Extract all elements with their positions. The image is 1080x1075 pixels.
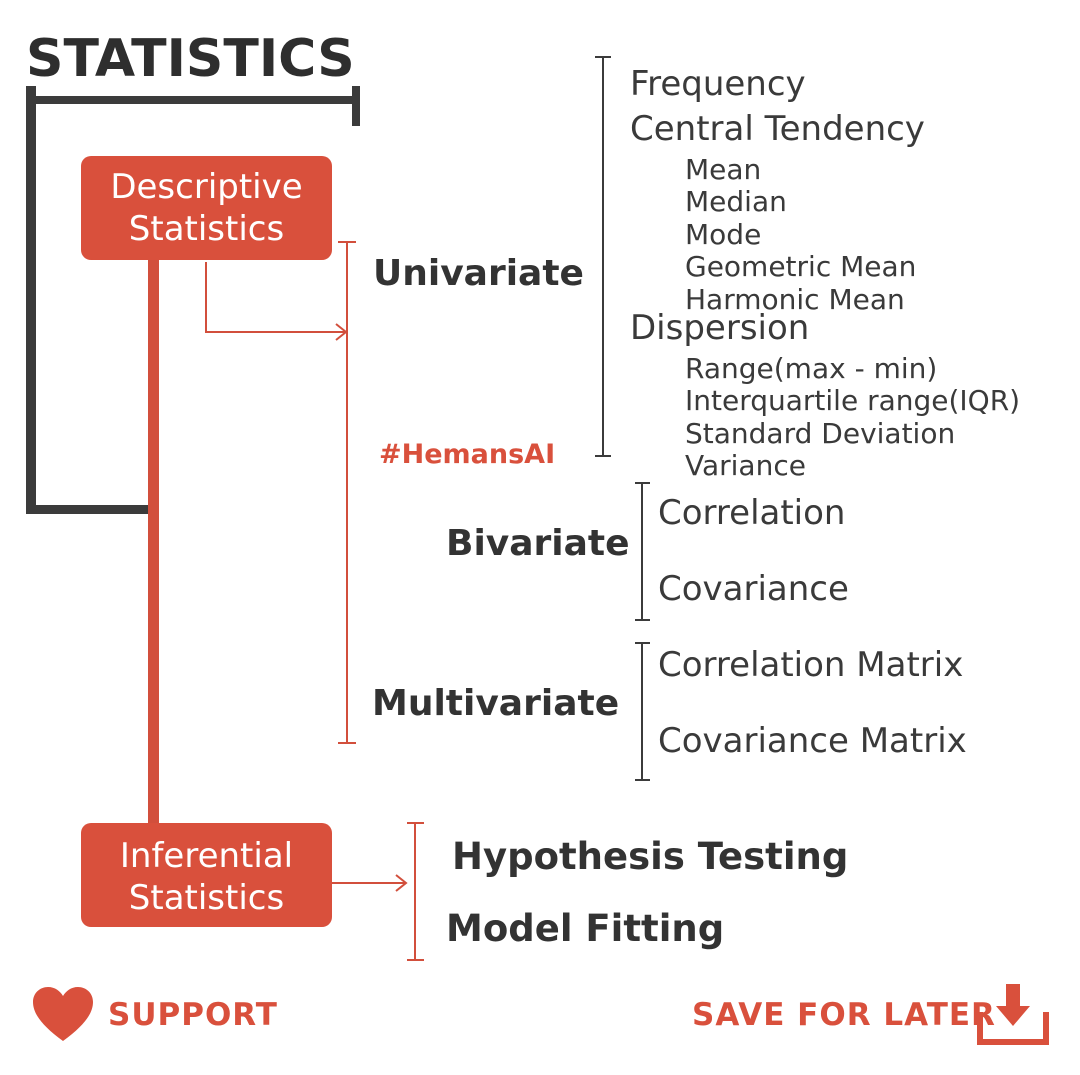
central-tendency-item: Central Tendency bbox=[630, 109, 925, 149]
univariate-label: Univariate bbox=[373, 253, 584, 294]
title-bracket-right-tick bbox=[352, 86, 360, 126]
descriptive-statistics-box: Descriptive Statistics bbox=[81, 156, 332, 260]
bivariate-item-covariance: Covariance bbox=[658, 569, 849, 609]
descriptive-line1: Descriptive bbox=[110, 167, 303, 207]
inferential-statistics-box: Inferential Statistics bbox=[81, 823, 332, 927]
inferential-bracket bbox=[407, 822, 424, 961]
bivariate-item-correlation: Correlation bbox=[658, 493, 846, 533]
frequency-item: Frequency bbox=[630, 64, 806, 104]
dispersion-item-variance: Variance bbox=[685, 449, 806, 482]
inferential-item-model-fitting: Model Fitting bbox=[446, 907, 725, 950]
central-item-mode: Mode bbox=[685, 218, 762, 251]
heart-icon[interactable] bbox=[31, 985, 95, 1043]
title-bracket-bottom bbox=[26, 505, 150, 514]
multivariate-bracket bbox=[635, 642, 650, 781]
multivariate-label: Multivariate bbox=[372, 683, 620, 724]
dispersion-item-std: Standard Deviation bbox=[685, 417, 956, 450]
descriptive-inferential-connector bbox=[148, 255, 159, 830]
bivariate-label: Bivariate bbox=[446, 523, 630, 564]
univariate-bracket bbox=[595, 56, 611, 457]
dispersion-item-range: Range(max - min) bbox=[685, 352, 938, 385]
central-item-geometric-mean: Geometric Mean bbox=[685, 250, 917, 283]
support-label[interactable]: SUPPORT bbox=[108, 997, 278, 1033]
central-item-harmonic-mean: Harmonic Mean bbox=[685, 283, 905, 316]
central-item-mean: Mean bbox=[685, 153, 762, 186]
central-item-median: Median bbox=[685, 185, 787, 218]
multivariate-item-correlation-matrix: Correlation Matrix bbox=[658, 645, 964, 685]
inferential-item-hypothesis-testing: Hypothesis Testing bbox=[452, 835, 849, 878]
multivariate-item-covariance-matrix: Covariance Matrix bbox=[658, 721, 967, 761]
descriptive-bracket bbox=[338, 241, 356, 744]
inferential-line1: Inferential bbox=[119, 836, 294, 876]
bivariate-bracket bbox=[635, 482, 650, 621]
title-bracket-top bbox=[32, 96, 360, 104]
hashtag-label: #HemansAI bbox=[379, 439, 556, 470]
inferential-arrow bbox=[332, 874, 408, 892]
title-bracket-left bbox=[26, 86, 36, 514]
dispersion-item-iqr: Interquartile range(IQR) bbox=[685, 384, 1021, 417]
dispersion-item: Dispersion bbox=[630, 308, 810, 348]
inferential-line2: Statistics bbox=[128, 878, 285, 918]
descriptive-line2: Statistics bbox=[128, 209, 285, 249]
download-icon[interactable] bbox=[976, 982, 1050, 1046]
page-title: STATISTICS bbox=[26, 29, 355, 89]
save-for-later-label[interactable]: SAVE FOR LATER bbox=[692, 997, 996, 1033]
